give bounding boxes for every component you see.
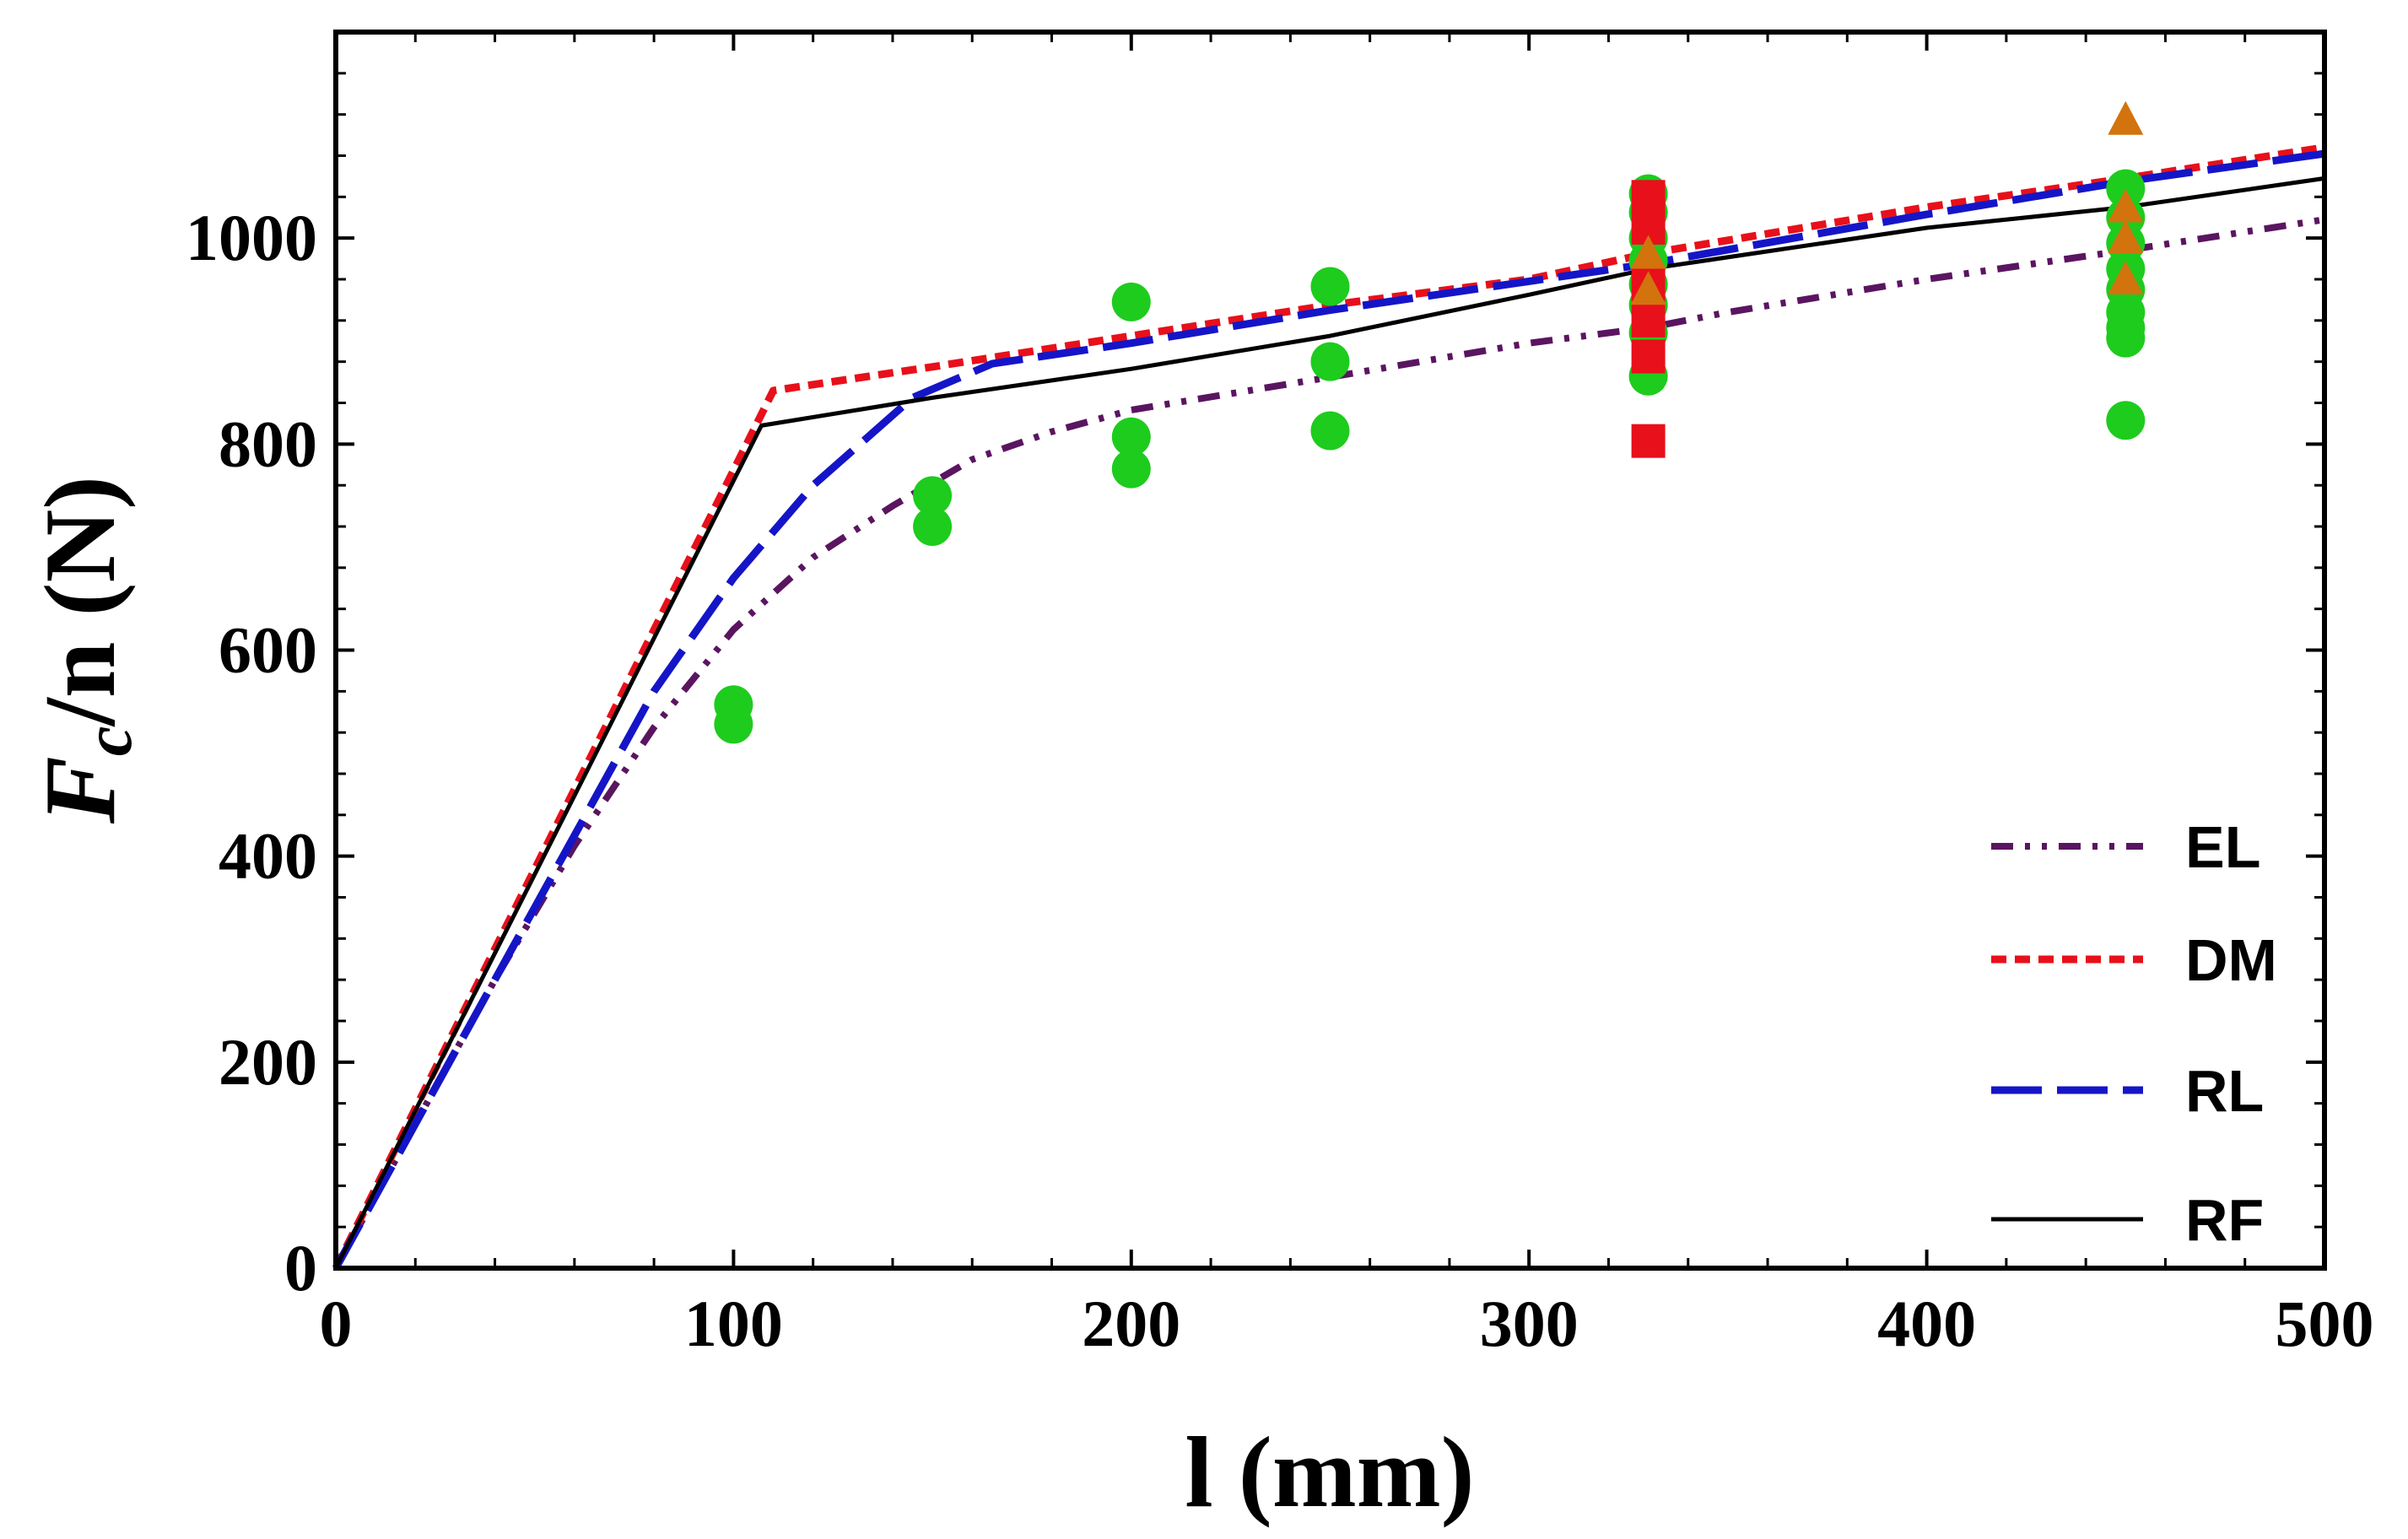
data-point-circle bbox=[2106, 401, 2146, 440]
data-point-square bbox=[1631, 303, 1666, 338]
data-point-triangle bbox=[2108, 188, 2144, 223]
data-point-circle bbox=[1310, 267, 1350, 306]
data-point-triangle bbox=[1630, 235, 1666, 269]
data-point-circle bbox=[1111, 282, 1151, 321]
y-axis-title-sub: c bbox=[72, 726, 146, 757]
y-tick-label: 0 bbox=[284, 1231, 317, 1304]
data-point-square bbox=[1631, 339, 1666, 374]
y-tick-label: 400 bbox=[219, 819, 317, 893]
series-line-rf bbox=[333, 176, 2325, 1270]
x-tick-label: 100 bbox=[684, 1287, 783, 1360]
data-point-triangle bbox=[2108, 261, 2144, 294]
series-lines bbox=[332, 143, 2325, 1271]
x-tick-label: 500 bbox=[2276, 1287, 2374, 1360]
data-point-circle bbox=[1111, 449, 1151, 489]
x-tick-label: 300 bbox=[1480, 1287, 1579, 1360]
y-tick-label: 200 bbox=[219, 1025, 317, 1099]
data-point-triangle bbox=[2108, 219, 2144, 254]
y-tick-label: 800 bbox=[219, 407, 317, 480]
plot-frame bbox=[333, 30, 2327, 1271]
data-point-triangle bbox=[1630, 271, 1666, 305]
data-point-circle bbox=[913, 476, 953, 516]
y-axis-title-main: F bbox=[24, 756, 136, 824]
legend: EL DM RL RF bbox=[1991, 814, 2277, 1253]
plot-area bbox=[336, 32, 2324, 1268]
data-point-circle bbox=[1310, 411, 1350, 451]
data-point-square bbox=[1631, 424, 1666, 458]
data-point-circle bbox=[913, 507, 953, 546]
data-point-circle bbox=[714, 685, 753, 725]
y-tick-label: 1000 bbox=[186, 201, 317, 274]
x-tick-label: 0 bbox=[320, 1287, 353, 1360]
legend-label-dm: DM bbox=[2185, 927, 2277, 993]
series-line-el bbox=[332, 216, 2325, 1270]
legend-label-el: EL bbox=[2185, 814, 2260, 880]
y-tick-label: 600 bbox=[219, 613, 317, 687]
x-tick-label: 200 bbox=[1082, 1287, 1180, 1360]
tick-labels: 0 100 200 300 400 500 0 200 400 600 800 1000 bbox=[186, 201, 2374, 1360]
legend-label-rf: RF bbox=[2185, 1187, 2264, 1253]
data-point-square bbox=[1631, 180, 1666, 214]
x-tick-label: 400 bbox=[1877, 1287, 1976, 1360]
x-axis-title: l (mm) bbox=[1185, 1416, 1474, 1528]
data-point-circle bbox=[1111, 417, 1151, 456]
legend-label-rl: RL bbox=[2185, 1058, 2264, 1124]
y-axis-title-rest: /n (N) bbox=[24, 476, 136, 728]
y-axis-title: Fc/n (N) bbox=[24, 476, 146, 824]
data-point-circle bbox=[1310, 342, 1350, 381]
scatter-markers bbox=[714, 100, 2146, 744]
data-point-triangle bbox=[2108, 100, 2144, 135]
series-line-rl bbox=[332, 149, 2325, 1271]
